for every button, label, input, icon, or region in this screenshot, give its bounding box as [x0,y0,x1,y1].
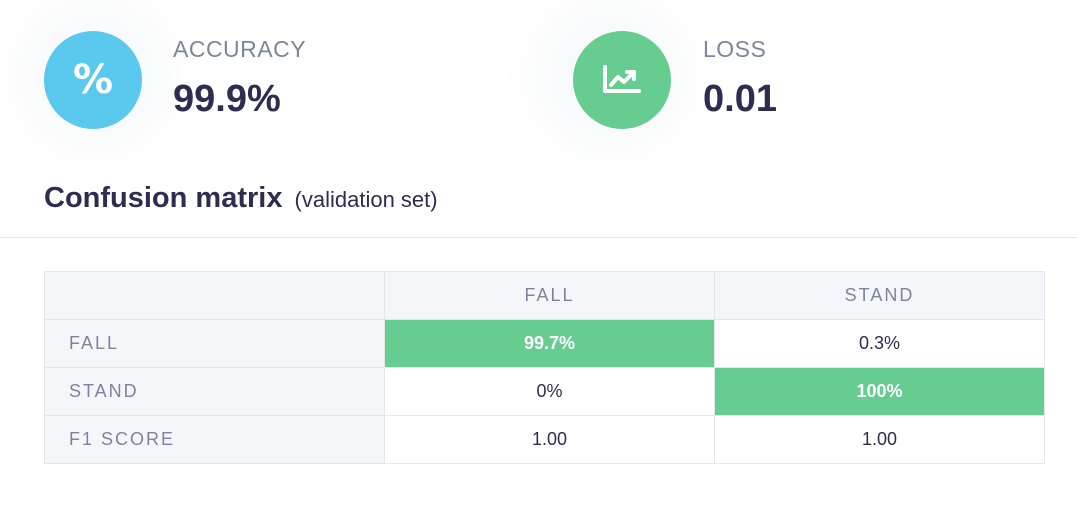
matrix-cell: 0% [384,367,715,416]
loss-value: 0.01 [703,78,777,120]
matrix-cell: 1.00 [384,415,715,464]
confusion-matrix-title: Confusion matrix [44,182,283,214]
corner-cell [44,271,385,320]
row-header-fall: FALL [44,319,385,368]
loss-metric: LOSS 0.01 [505,0,1078,180]
accuracy-value: 99.9% [173,78,281,120]
matrix-cell: 99.7% [384,319,715,368]
table-row: STAND 0% 100% [44,367,1045,416]
table-header-row: FALL STAND [44,271,1045,320]
divider [0,237,1078,238]
confusion-matrix-table: FALL STAND FALL 99.7% 0.3% STAND 0% 100%… [44,271,1045,464]
confusion-matrix-subtitle: (validation set) [294,187,438,212]
matrix-cell: 0.3% [714,319,1045,368]
matrix-cell: 100% [714,367,1045,416]
table-row: F1 SCORE 1.00 1.00 [44,415,1045,464]
column-header-stand: STAND [714,271,1045,320]
accuracy-metric: % ACCURACY 99.9% [0,0,520,180]
loss-label: LOSS [703,36,767,62]
trend-chart-icon [573,31,671,129]
row-header-f1-score: F1 SCORE [44,415,385,464]
accuracy-label: ACCURACY [173,36,307,62]
column-header-fall: FALL [384,271,715,320]
table-row: FALL 99.7% 0.3% [44,319,1045,368]
row-header-stand: STAND [44,367,385,416]
section-title: Confusion matrix (validation set) [44,182,438,215]
percent-icon: % [44,31,142,129]
matrix-cell: 1.00 [714,415,1045,464]
